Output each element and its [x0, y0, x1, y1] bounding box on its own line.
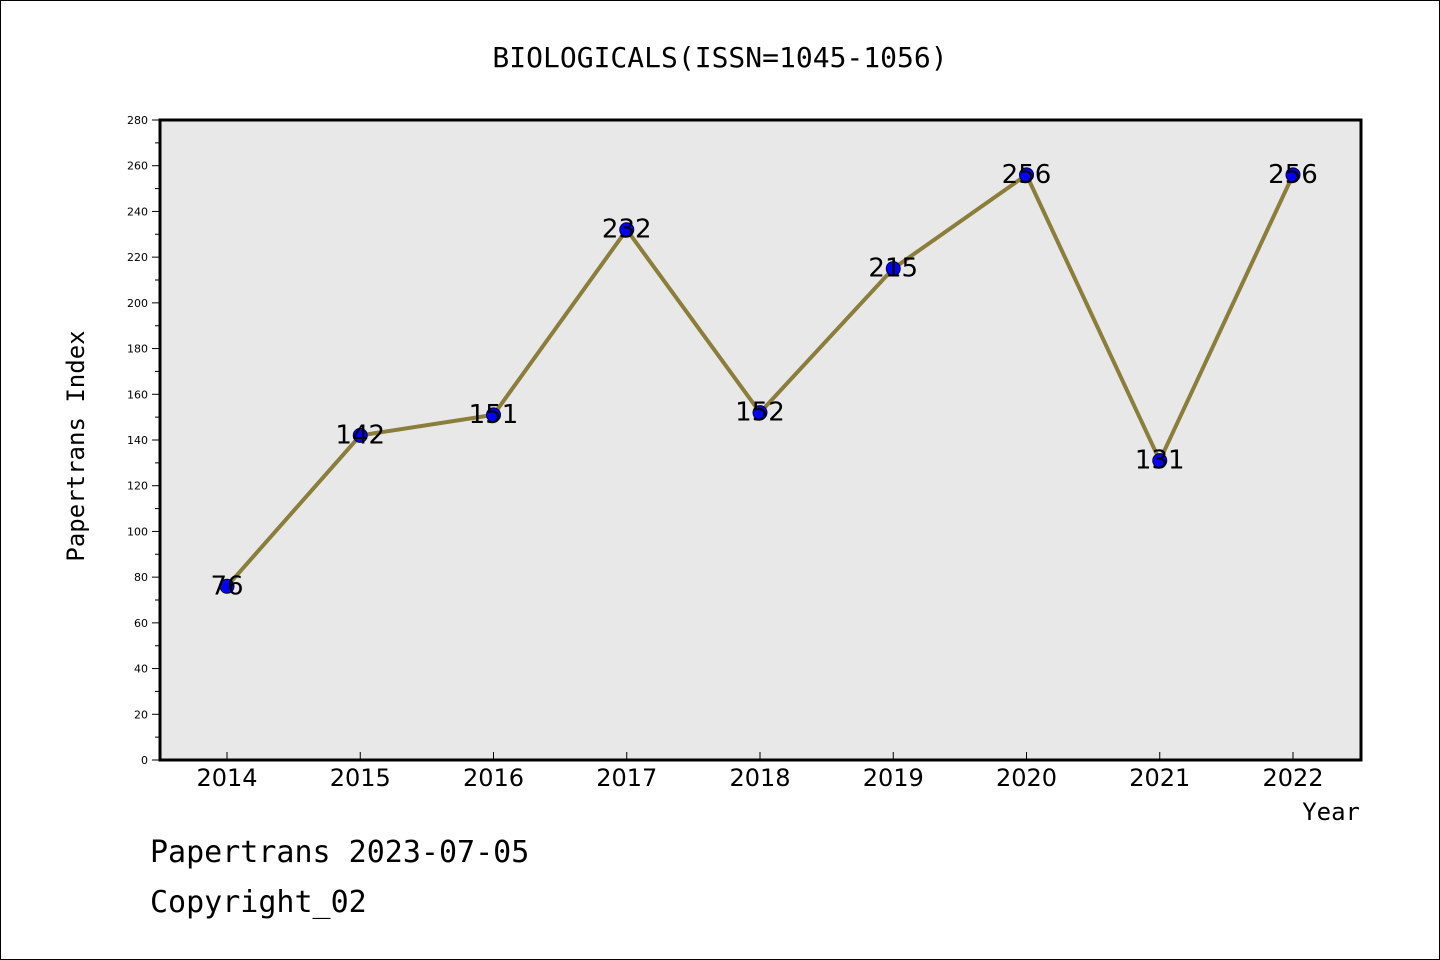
x-axis-label: Year [1302, 798, 1360, 826]
data-point [1152, 453, 1168, 469]
y-axis-label: Papertrans Index [62, 330, 90, 561]
data-point [219, 578, 235, 594]
x-tick-label: 2016 [463, 764, 524, 792]
data-label: 215 [868, 254, 918, 284]
x-axis: 2014 2015 2016 2017 2018 2019 2020 2021 2022 [196, 752, 1324, 792]
footer-date: Papertrans 2023-07-05 [150, 835, 530, 870]
chart-title: BIOLOGICALS(ISSN=1045-1056) [492, 41, 947, 74]
y-tick-label: 120 [127, 480, 148, 493]
data-point [619, 222, 635, 238]
x-tick-label: 2021 [1129, 764, 1190, 792]
data-labels: 76 142 151 232 152 215 256 131 256 [210, 160, 1317, 601]
y-tick-label: 80 [134, 571, 148, 584]
y-tick-label: 140 [127, 434, 148, 447]
y-tick-label: 160 [127, 388, 148, 401]
data-label: 131 [1135, 446, 1185, 476]
y-tick-label: 40 [134, 663, 148, 676]
y-axis: 0 20 40 60 80 100 120 140 160 180 200 220 240 260 280 [127, 114, 160, 767]
data-point [752, 405, 768, 421]
data-label: 76 [210, 571, 243, 601]
y-tick-label: 200 [127, 297, 148, 310]
x-tick-label: 2014 [196, 764, 257, 792]
y-tick-label: 260 [127, 160, 148, 173]
data-point [1019, 167, 1034, 183]
data-point [486, 407, 501, 423]
x-tick-label: 2020 [996, 764, 1057, 792]
y-tick-label: 280 [127, 114, 148, 127]
x-tick-label: 2022 [1262, 764, 1323, 792]
footer-copyright: Copyright_02 [150, 885, 367, 920]
data-point [352, 427, 368, 443]
y-tick-label: 20 [134, 708, 148, 721]
y-tick-label: 220 [127, 251, 148, 264]
data-label: 151 [469, 400, 519, 430]
data-label: 142 [335, 420, 385, 450]
data-label: 256 [1268, 160, 1318, 190]
y-tick-label: 0 [141, 754, 148, 767]
plot-border [158, 118, 1363, 762]
data-series [219, 167, 1301, 594]
x-tick-label: 2017 [596, 764, 657, 792]
y-tick-label: 100 [127, 525, 148, 538]
y-tick-label: 240 [127, 205, 148, 218]
data-point [885, 261, 901, 277]
y-tick-label: 60 [134, 617, 148, 630]
x-tick-label: 2019 [863, 764, 924, 792]
data-label: 152 [735, 398, 785, 428]
x-tick-label: 2015 [330, 764, 391, 792]
x-tick-label: 2018 [729, 764, 790, 792]
data-label: 232 [602, 215, 652, 245]
data-label: 256 [1002, 160, 1052, 190]
y-tick-label: 180 [127, 343, 148, 356]
data-point [1285, 167, 1301, 183]
